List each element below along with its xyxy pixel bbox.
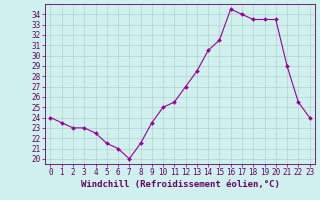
X-axis label: Windchill (Refroidissement éolien,°C): Windchill (Refroidissement éolien,°C): [81, 180, 279, 189]
